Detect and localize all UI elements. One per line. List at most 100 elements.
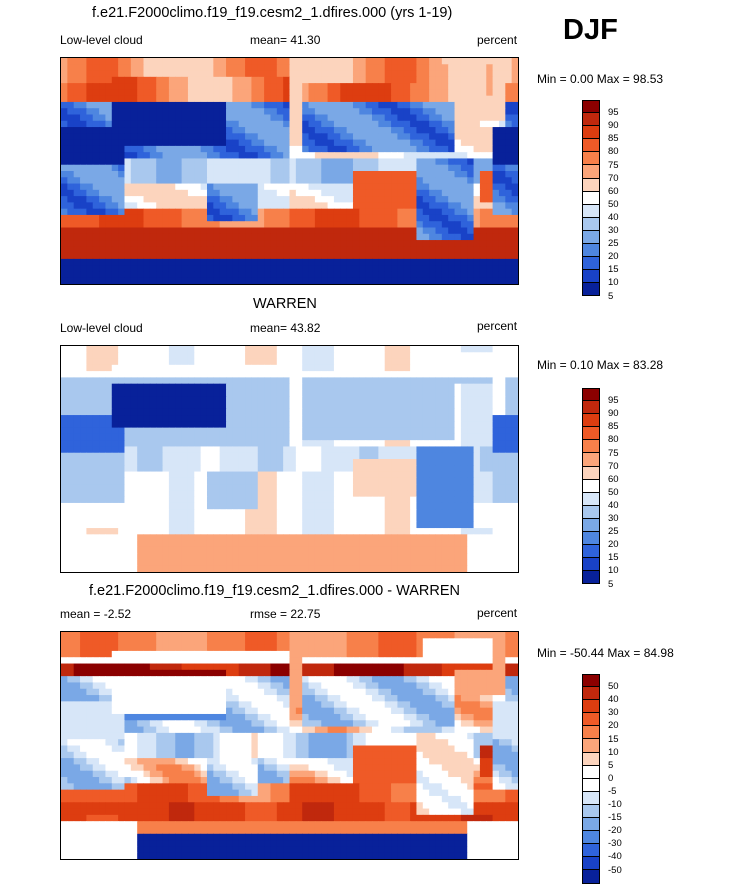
map-cell [314, 427, 322, 435]
map-cell [149, 70, 157, 78]
map-cell [384, 465, 392, 473]
map-cell [137, 265, 145, 272]
map-cell [194, 158, 202, 166]
map-cell [448, 459, 456, 466]
map-cell [73, 465, 81, 473]
map-cell [187, 396, 195, 403]
map-cell [156, 509, 164, 516]
map-cell [99, 114, 106, 122]
map-cell [238, 202, 246, 210]
map-cell [511, 145, 518, 153]
map-cell [219, 265, 227, 272]
map-cell [181, 189, 189, 197]
map-cell [264, 196, 271, 203]
map-cell [156, 484, 164, 491]
map-cell [365, 546, 373, 554]
map-cell [194, 427, 202, 435]
map-cell [397, 352, 405, 360]
map-cell [492, 120, 500, 128]
map-cell [61, 101, 68, 109]
map-cell [289, 402, 297, 410]
map-cell [257, 127, 265, 134]
map-cell [226, 459, 233, 466]
map-cell [486, 120, 494, 128]
map-cell [168, 459, 176, 466]
map-cell [365, 484, 373, 491]
map-cell [403, 389, 411, 397]
map-cell [149, 546, 157, 554]
map-cell [327, 133, 335, 141]
map-cell [505, 114, 513, 122]
map-cell [92, 364, 100, 372]
map-cell [162, 502, 170, 510]
map-cell [505, 164, 513, 172]
map-cell [99, 152, 106, 159]
map-cell [73, 240, 81, 247]
map-cell [403, 346, 411, 353]
map-cell [73, 139, 81, 147]
map-cell [467, 133, 475, 141]
map-cell [384, 127, 392, 134]
map-cell [429, 164, 436, 172]
map-cell [67, 189, 75, 197]
map-cell [479, 509, 487, 516]
map-cell [492, 158, 500, 166]
map-cell [289, 389, 297, 397]
map-cell [270, 352, 278, 360]
map-cell [308, 271, 316, 279]
panel1-map [60, 57, 519, 285]
map-cell [454, 452, 462, 460]
map-cell [111, 64, 119, 72]
map-cell [372, 252, 379, 260]
map-cell [99, 371, 106, 378]
map-cell [61, 389, 68, 397]
map-cell [105, 95, 113, 103]
map-cell [92, 265, 100, 272]
map-cell [206, 415, 214, 422]
map-cell [321, 433, 329, 441]
map-cell [162, 214, 170, 222]
map-cell [137, 534, 145, 542]
map-cell [257, 64, 265, 72]
map-cell [137, 433, 145, 441]
map-cell [416, 76, 424, 84]
map-cell [245, 346, 252, 353]
map-cell [359, 64, 367, 72]
map-cell [67, 164, 75, 172]
map-cell [270, 64, 278, 72]
map-cell [187, 221, 195, 228]
map-cell [232, 133, 240, 141]
map-cell [391, 528, 398, 535]
map-cell [422, 89, 430, 97]
map-cell [124, 415, 132, 422]
map-cell [295, 208, 303, 216]
map-cell [352, 271, 360, 279]
map-cell [467, 509, 475, 516]
map-cell [200, 152, 208, 159]
map-cell [162, 177, 170, 185]
map-cell [308, 164, 316, 172]
map-cell [448, 240, 456, 247]
map-cell [460, 171, 468, 178]
map-cell [245, 534, 252, 542]
map-cell [505, 127, 513, 134]
map-cell [257, 246, 265, 254]
map-cell [441, 484, 449, 491]
map-cell [327, 465, 335, 473]
map-cell [61, 271, 68, 279]
map-cell [143, 152, 151, 159]
map-cell [333, 402, 341, 410]
map-cell [359, 396, 367, 403]
map-cell [340, 377, 348, 385]
map-cell [124, 471, 132, 479]
map-cell [422, 258, 430, 266]
map-cell [321, 158, 329, 166]
map-cell [238, 258, 246, 266]
map-cell [99, 70, 106, 78]
map-cell [467, 108, 475, 115]
map-cell [61, 233, 68, 241]
map-cell [86, 83, 94, 90]
map-cell [352, 459, 360, 466]
map-cell [118, 484, 125, 491]
map-cell [99, 164, 106, 172]
